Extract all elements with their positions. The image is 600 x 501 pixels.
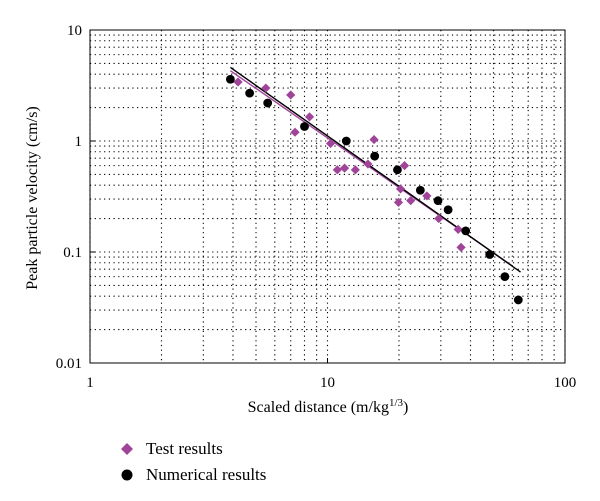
numerical-result-point	[443, 205, 453, 215]
test-result-point	[233, 77, 243, 87]
test-result-point	[261, 83, 271, 93]
numerical-result-point	[485, 250, 495, 259]
numerical-result-point	[263, 98, 273, 108]
test-result-point	[406, 196, 416, 206]
test-result-point	[286, 90, 296, 100]
test-result-point	[304, 112, 315, 122]
test-result-point	[325, 138, 336, 149]
numerical-result-point	[300, 122, 309, 131]
y-tick-label: 0.01	[56, 356, 82, 372]
legend-item-test-results: Test results	[118, 436, 266, 462]
numerical-result-point	[370, 151, 380, 161]
diamond-marker-icon	[118, 440, 136, 458]
y-tick-label: 10	[67, 23, 82, 39]
x-axis-title: Scaled distance (m/kg1/3)	[248, 397, 409, 416]
numerical-result-point	[225, 74, 235, 84]
numerical-result-point	[433, 196, 443, 206]
numerical-result-point	[393, 165, 402, 175]
test-result-point	[332, 165, 342, 175]
y-tick-label: 1	[75, 134, 83, 150]
test-result-point	[290, 127, 300, 137]
x-tick-label: 100	[554, 375, 577, 391]
numerical-result-point	[461, 226, 471, 236]
numerical-result-point	[513, 295, 523, 305]
numerical-result-point	[341, 136, 351, 146]
test-result-point	[369, 134, 379, 145]
numerical-result-point	[245, 88, 255, 98]
axis-ticks: 1 10 100 0.01 0.1 1 10	[56, 23, 577, 391]
numerical-result-point	[500, 272, 510, 282]
grid	[89, 29, 566, 364]
test-result-point	[453, 224, 463, 234]
test-result-point	[422, 191, 432, 201]
data-points	[225, 74, 523, 305]
numerical-result-point	[415, 185, 425, 195]
x-tick-label: 10	[320, 375, 335, 391]
circle-marker-icon	[118, 466, 136, 484]
test-result-point	[339, 163, 350, 173]
legend-label-test-results: Test results	[146, 439, 223, 458]
x-tick-label: 1	[86, 375, 94, 391]
test-result-point	[399, 161, 410, 171]
y-tick-label: 0.1	[63, 245, 82, 261]
legend-item-numerical-results: Numerical results	[118, 462, 266, 488]
legend: Test results Numerical results	[118, 436, 266, 488]
fit-lines	[229, 66, 521, 273]
test-result-point	[363, 159, 373, 169]
fit-line	[229, 66, 521, 273]
test-result-point	[456, 242, 466, 253]
test-result-point	[350, 165, 360, 175]
test-result-point	[393, 197, 404, 207]
test-result-point	[434, 213, 444, 224]
y-axis-title: Peak particle velocity (cm/s)	[24, 106, 41, 289]
test-result-point	[395, 184, 406, 194]
legend-label-numerical-results: Numerical results	[146, 465, 267, 484]
